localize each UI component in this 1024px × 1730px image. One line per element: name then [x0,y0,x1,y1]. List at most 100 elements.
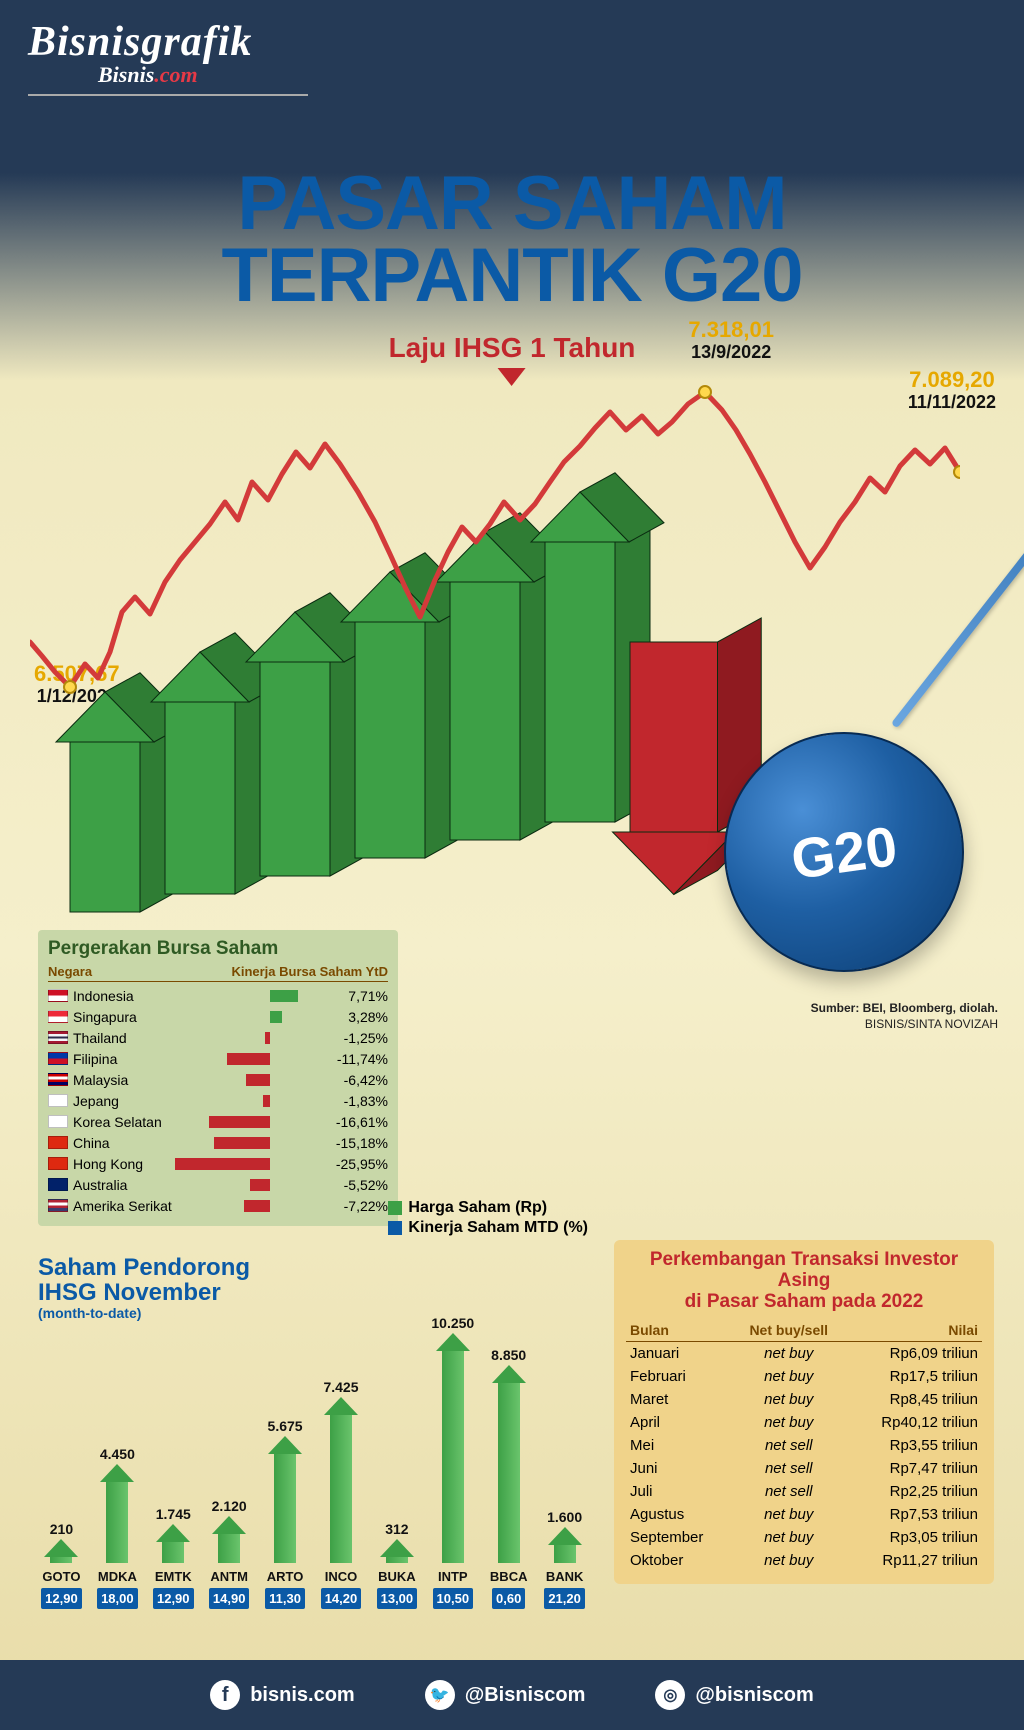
ytd-bar [209,1116,270,1128]
ytd-title: Pergerakan Bursa Saham [48,938,388,960]
spn-ticker: GOTO [42,1569,80,1584]
twitter-icon: 🐦 [425,1680,455,1710]
spn-price-label: 7.425 [323,1379,358,1395]
spn-col: 8.850BBCA0,60 [485,1347,532,1610]
spn-mtd-value: 10,50 [433,1588,474,1609]
inv-month: Juli [626,1480,732,1503]
spn-ticker: ANTM [210,1569,248,1584]
flag-icon [48,989,68,1002]
ytd-bar [246,1074,270,1086]
spn-ticker: ARTO [267,1569,304,1584]
flag-icon [48,1094,68,1107]
inv-col-action: Net buy/sell [732,1319,845,1342]
inv-action: net buy [732,1411,845,1434]
spn-mtd-value: 14,90 [209,1588,250,1609]
ytd-row: Singapura3,28% [48,1006,388,1027]
inv-value: Rp11,27 triliun [845,1549,982,1572]
inv-tbody: Januarinet buyRp6,09 triliunFebruarinet … [626,1341,982,1572]
g20-label: G20 [787,813,901,892]
inv-value: Rp3,55 triliun [845,1434,982,1457]
flag-icon [48,1136,68,1149]
ytd-value: -25,95% [326,1156,388,1172]
inv-value: Rp7,53 triliun [845,1503,982,1526]
spn-col: 2.120ANTM14,90 [206,1498,253,1610]
flag-icon [48,1052,68,1065]
spn-arrow-shaft [442,1351,464,1563]
spn-arrow [436,1333,470,1563]
ytd-country: Singapura [73,1009,193,1025]
inv-action: net buy [732,1341,845,1365]
footer-twitter-label: @Bisniscom [465,1684,586,1707]
footer-bar: f bisnis.com 🐦 @Bisniscom ◎ @bisniscom [0,1660,1024,1730]
spn-arrow-shaft [50,1557,72,1563]
inv-value: Rp17,5 triliun [845,1365,982,1388]
spn-arrow-head [324,1397,358,1415]
spn-mtd-value: 11,30 [265,1588,305,1609]
spn-arrow-head [380,1539,414,1557]
spn-arrow-shaft [162,1542,184,1563]
inv-row: Maretnet buyRp8,45 triliun [626,1388,982,1411]
footer-twitter[interactable]: 🐦 @Bisniscom [425,1680,586,1710]
legend-price-label: Harga Saham (Rp) [408,1199,547,1217]
ytd-value: -15,18% [326,1135,388,1151]
spn-col: 1.745EMTK12,90 [150,1506,197,1609]
ytd-value: -6,42% [326,1072,388,1088]
inv-month: Februari [626,1365,732,1388]
inv-action: net sell [732,1480,845,1503]
spn-arrow-shaft [218,1534,240,1564]
flag-icon [48,1031,68,1044]
spn-price-label: 312 [385,1521,408,1537]
spn-title: Saham Pendorong IHSG November [38,1255,588,1305]
flag-icon [48,1157,68,1170]
inv-action: net buy [732,1549,845,1572]
spn-arrow-head [156,1524,190,1542]
ytd-col-perf: Kinerja Bursa Saham YtD [193,964,388,979]
spn-col: 210GOTO12,90 [38,1521,85,1609]
ytd-bar-zone [193,1115,326,1129]
g20-ball: G20 [724,732,964,972]
spn-price-label: 1.745 [156,1506,191,1522]
spn-arrow [492,1365,526,1564]
inv-month: September [626,1526,732,1549]
footer-facebook[interactable]: f bisnis.com [210,1680,354,1710]
inv-month: Oktober [626,1549,732,1572]
inv-col-month: Bulan [626,1319,732,1342]
title: PASAR SAHAM TERPANTIK G20 [0,168,1024,312]
ytd-country: Jepang [73,1093,193,1109]
ytd-table: Pergerakan Bursa Saham Negara Kinerja Bu… [38,930,398,1226]
ytd-bar [227,1053,270,1065]
legend-perf-label: Kinerja Saham MTD (%) [408,1219,588,1237]
inv-col-value: Nilai [845,1319,982,1342]
ytd-bar-zone [193,989,326,1003]
footer-instagram[interactable]: ◎ @bisniscom [655,1680,813,1710]
spn-col: 5.675ARTO11,30 [262,1418,309,1609]
flag-icon [48,1178,68,1191]
inv-title-l1: Perkembangan Transaksi Investor Asing [650,1249,958,1291]
inv-value: Rp3,05 triliun [845,1526,982,1549]
ytd-value: -1,83% [326,1093,388,1109]
inv-value: Rp6,09 triliun [845,1341,982,1365]
ytd-country: Indonesia [73,988,193,1004]
inv-row: Meinet sellRp3,55 triliun [626,1434,982,1457]
inv-header-row: Bulan Net buy/sell Nilai [626,1319,982,1342]
inv-table: Bulan Net buy/sell Nilai Januarinet buyR… [626,1319,982,1572]
ytd-row: Jepang -1,83% [48,1090,388,1111]
inv-action: net buy [732,1388,845,1411]
ytd-bar-zone [193,1010,326,1024]
inv-row: Agustusnet buyRp7,53 triliun [626,1503,982,1526]
ytd-country: Thailand [73,1030,193,1046]
spn-price-label: 10.250 [431,1315,474,1331]
ytd-country: Filipina [73,1051,193,1067]
ytd-bar [270,990,298,1002]
flag-icon [48,1199,68,1212]
spn-arrow-head [436,1333,470,1351]
ihsg-line [30,382,960,722]
source-line1: Sumber: BEI, Bloomberg, diolah. [811,1000,998,1016]
spn-title-l1: Saham Pendorong [38,1254,250,1281]
spn-price-label: 210 [50,1521,73,1537]
ytd-row: Australia-5,52% [48,1174,388,1195]
inv-row: Aprilnet buyRp40,12 triliun [626,1411,982,1434]
ytd-bar [175,1158,270,1170]
ytd-row: Filipina-11,74% [48,1048,388,1069]
spn-mtd-value: 18,00 [97,1588,138,1609]
